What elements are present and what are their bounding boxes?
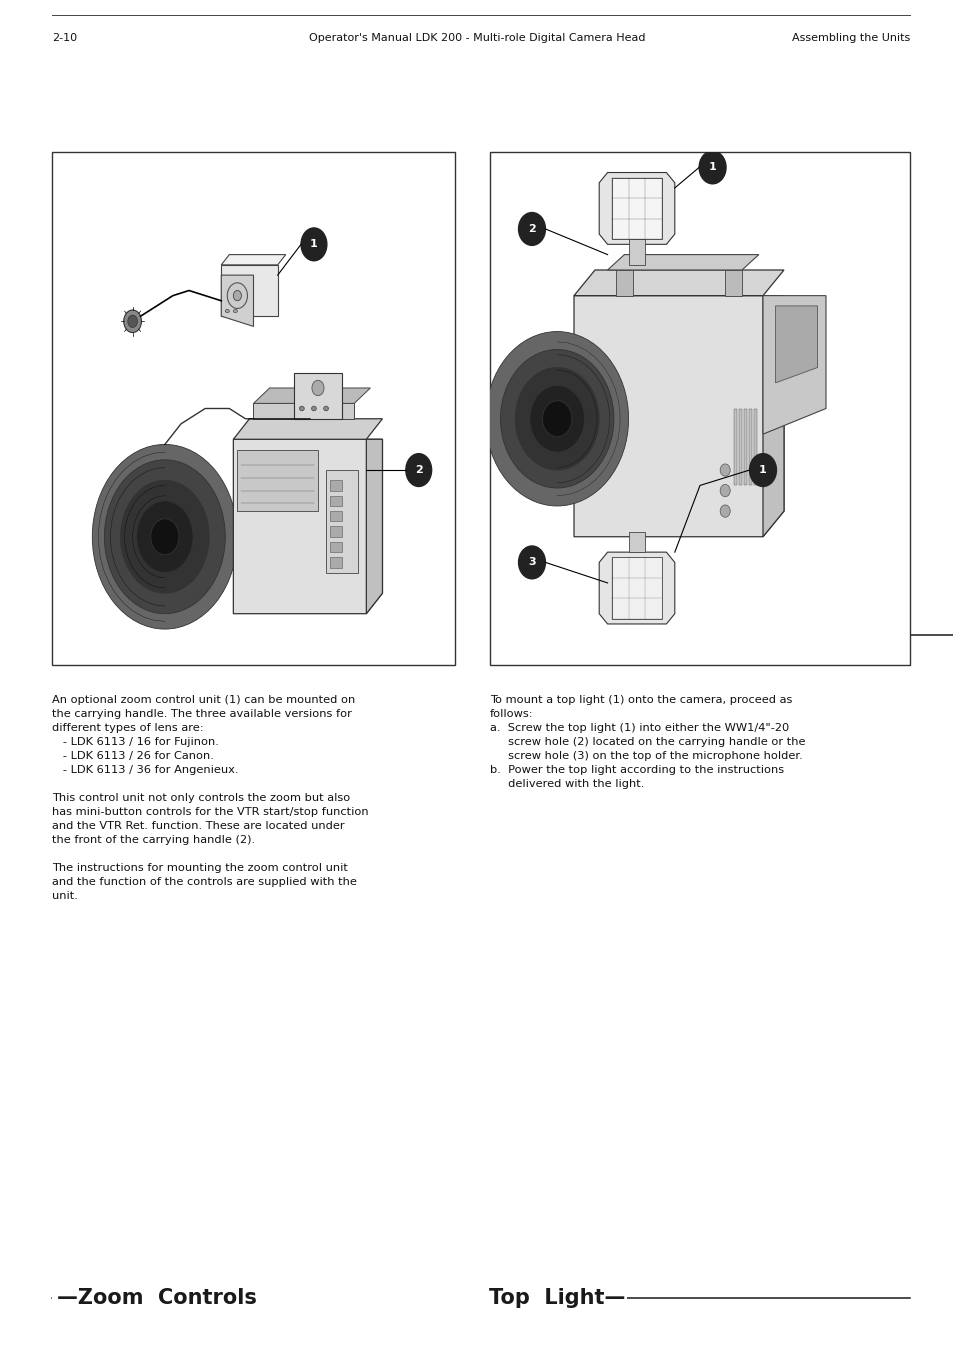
Circle shape <box>518 546 545 578</box>
Text: Top  Light—: Top Light— <box>489 1288 625 1308</box>
Polygon shape <box>253 388 370 404</box>
Circle shape <box>529 385 584 453</box>
Text: An optional zoom control unit (1) can be mounted on
the carrying handle. The thr: An optional zoom control unit (1) can be… <box>52 694 368 901</box>
Polygon shape <box>233 419 382 439</box>
Polygon shape <box>598 173 674 245</box>
Polygon shape <box>366 439 382 613</box>
Circle shape <box>104 459 225 613</box>
Polygon shape <box>598 553 674 624</box>
Polygon shape <box>762 296 825 434</box>
Circle shape <box>720 505 729 517</box>
Polygon shape <box>574 296 783 536</box>
Text: 2-10: 2-10 <box>52 32 77 43</box>
Circle shape <box>515 367 598 470</box>
Bar <box>628 239 645 265</box>
Bar <box>237 450 317 511</box>
Circle shape <box>749 454 776 486</box>
Text: 2: 2 <box>415 465 422 476</box>
Bar <box>724 270 741 296</box>
Polygon shape <box>574 270 783 296</box>
Bar <box>733 408 736 485</box>
Bar <box>611 557 661 619</box>
Circle shape <box>136 501 193 573</box>
Bar <box>743 408 746 485</box>
Bar <box>628 532 645 553</box>
Polygon shape <box>607 254 758 270</box>
Bar <box>490 153 909 665</box>
Bar <box>330 511 342 521</box>
Circle shape <box>405 454 431 486</box>
Polygon shape <box>294 373 342 419</box>
Circle shape <box>128 315 137 327</box>
Bar <box>611 177 661 239</box>
Text: Assembling the Units: Assembling the Units <box>791 32 909 43</box>
Ellipse shape <box>233 309 237 312</box>
Circle shape <box>120 481 209 593</box>
Bar <box>616 270 632 296</box>
Text: 2: 2 <box>528 224 536 234</box>
Bar <box>326 470 358 573</box>
Text: Operator's Manual LDK 200 - Multi-role Digital Camera Head: Operator's Manual LDK 200 - Multi-role D… <box>309 32 644 43</box>
Polygon shape <box>221 254 286 265</box>
Text: 1: 1 <box>310 239 317 250</box>
Text: To mount a top light (1) onto the camera, proceed as
follows:
a.  Screw the top : To mount a top light (1) onto the camera… <box>490 694 804 789</box>
Bar <box>738 408 741 485</box>
Ellipse shape <box>299 407 304 411</box>
Bar <box>330 481 342 490</box>
Bar <box>330 527 342 536</box>
Bar <box>52 153 455 665</box>
Text: 1: 1 <box>759 465 766 476</box>
Circle shape <box>518 212 545 246</box>
Ellipse shape <box>225 309 229 312</box>
Polygon shape <box>221 265 277 316</box>
Ellipse shape <box>323 407 328 411</box>
Polygon shape <box>775 305 817 382</box>
Bar <box>330 496 342 507</box>
Circle shape <box>720 463 729 476</box>
Polygon shape <box>221 276 253 327</box>
Bar <box>753 408 757 485</box>
Circle shape <box>699 151 725 184</box>
Circle shape <box>500 350 614 488</box>
Circle shape <box>312 380 324 396</box>
Circle shape <box>92 444 237 630</box>
Circle shape <box>227 282 247 308</box>
Circle shape <box>124 309 141 332</box>
Circle shape <box>151 519 179 555</box>
Text: —Zoom  Controls—————————————: —Zoom Controls————————————— <box>52 1288 522 1308</box>
Circle shape <box>720 485 729 497</box>
Text: —Zoom  Controls: —Zoom Controls <box>57 1288 256 1308</box>
Circle shape <box>233 290 241 301</box>
Circle shape <box>542 401 571 436</box>
Polygon shape <box>762 296 783 536</box>
Text: 1: 1 <box>708 162 716 173</box>
Bar <box>253 404 354 419</box>
Bar <box>330 557 342 567</box>
Text: 3: 3 <box>528 558 536 567</box>
Ellipse shape <box>312 407 316 411</box>
Polygon shape <box>233 439 382 613</box>
Bar <box>748 408 751 485</box>
Circle shape <box>301 228 327 261</box>
Bar <box>330 542 342 553</box>
Circle shape <box>485 331 628 507</box>
